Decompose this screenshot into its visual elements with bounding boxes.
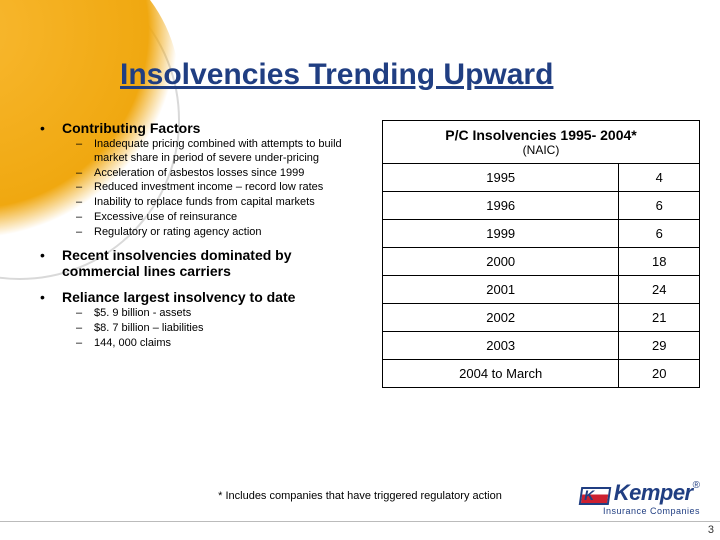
bullet-dot: • [40,120,62,136]
year-cell: 2002 [383,304,619,332]
bullet-reliance: Reliance largest insolvency to date [62,289,370,305]
table-row: 200124 [383,276,700,304]
year-cell: 2003 [383,332,619,360]
year-cell: 2000 [383,248,619,276]
slide-number: 3 [708,524,714,536]
logo-flag-icon [578,487,611,505]
sub-bullet: –Reduced investment income – record low … [76,181,370,195]
year-cell: 1999 [383,220,619,248]
sub-bullet: –Inadequate pricing combined with attemp… [76,138,370,166]
kemper-logo: Kemper® Insurance Companies [580,480,700,516]
insolvencies-table: P/C Insolvencies 1995- 2004* (NAIC) 1995… [382,120,700,388]
sub-bullet: –Acceleration of asbestos losses since 1… [76,167,370,181]
table-row: 200329 [383,332,700,360]
count-cell: 24 [619,276,700,304]
bullet-dot: • [40,289,62,305]
count-cell: 18 [619,248,700,276]
table-row: 19966 [383,192,700,220]
table-row: 2004 to March20 [383,360,700,388]
count-cell: 21 [619,304,700,332]
count-cell: 6 [619,220,700,248]
count-cell: 20 [619,360,700,388]
count-cell: 6 [619,192,700,220]
bullet-dot: • [40,247,62,279]
table-row: 19954 [383,164,700,192]
table-row: 19996 [383,220,700,248]
sub-bullet: –Excessive use of reinsurance [76,211,370,225]
table-header: P/C Insolvencies 1995- 2004* (NAIC) [383,121,700,164]
table-header-text: P/C Insolvencies 1995- 2004* [387,127,695,143]
right-column: P/C Insolvencies 1995- 2004* (NAIC) 1995… [382,120,700,388]
logo-name: Kemper [614,480,693,505]
table-row: 200221 [383,304,700,332]
year-cell: 2001 [383,276,619,304]
slide-title: Insolvencies Trending Upward [120,58,553,92]
bullet-contributing: Contributing Factors [62,120,370,136]
year-cell: 2004 to March [383,360,619,388]
sub-bullet: –Regulatory or rating agency action [76,226,370,240]
sub-bullet: –Inability to replace funds from capital… [76,196,370,210]
sub-bullet: –$5. 9 billion - assets [76,307,370,321]
sub-bullet: –144, 000 claims [76,337,370,351]
left-column: • Contributing Factors –Inadequate prici… [40,120,370,388]
table-subheader: (NAIC) [387,143,695,157]
table-row: 200018 [383,248,700,276]
year-cell: 1996 [383,192,619,220]
year-cell: 1995 [383,164,619,192]
count-cell: 29 [619,332,700,360]
logo-subtitle: Insurance Companies [580,506,700,516]
bullet-recent: Recent insolvencies dominated by commerc… [62,247,370,279]
sub-bullet: –$8. 7 billion – liabilities [76,322,370,336]
count-cell: 4 [619,164,700,192]
